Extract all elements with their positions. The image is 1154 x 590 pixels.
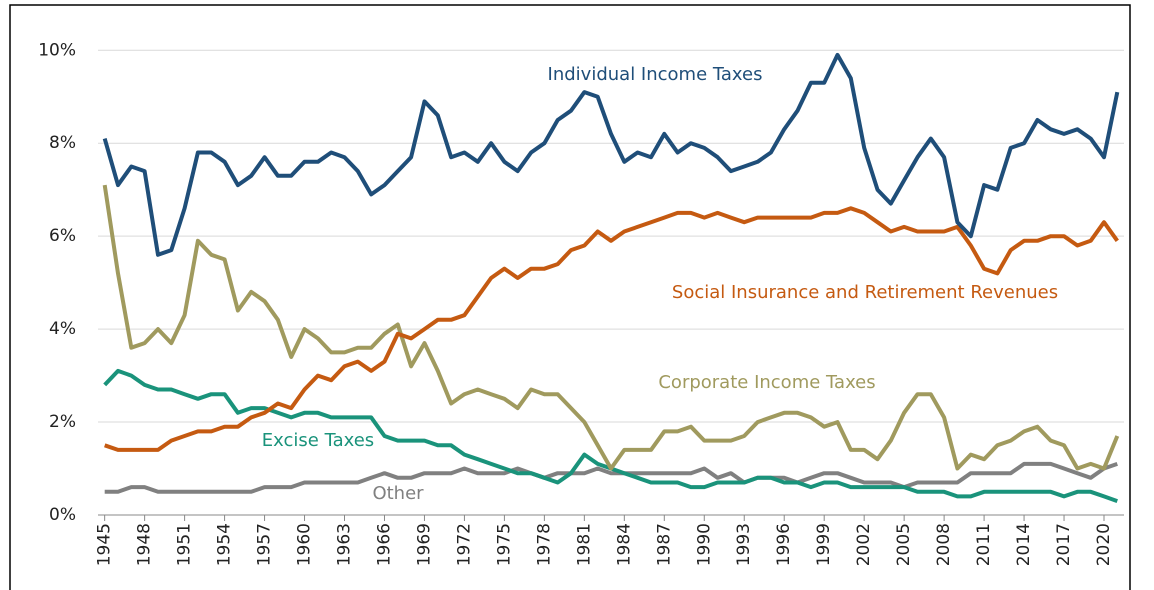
x-tick-label: 1978 bbox=[534, 523, 554, 566]
series-line bbox=[103, 368, 1118, 503]
x-tick-label: 1975 bbox=[494, 523, 514, 566]
series-label: Corporate Income Taxes bbox=[658, 372, 875, 393]
x-tick-label: 1993 bbox=[734, 523, 754, 566]
x-tick-label: 1990 bbox=[694, 523, 714, 566]
x-tick-label: 1969 bbox=[414, 523, 434, 566]
series-label: Social Insurance and Retirement Revenues bbox=[672, 282, 1058, 303]
x-tick-label: 1954 bbox=[215, 523, 235, 566]
x-tick-label: 2002 bbox=[854, 523, 874, 566]
series-line bbox=[104, 206, 1119, 452]
x-tick-label: 1951 bbox=[175, 523, 195, 566]
y-tick-label: 0% bbox=[49, 505, 76, 525]
y-tick-label: 10% bbox=[38, 40, 76, 60]
x-tick-label: 1996 bbox=[774, 523, 794, 566]
y-tick-label: 4% bbox=[49, 319, 76, 339]
series-line bbox=[104, 461, 1118, 494]
x-tick-label: 1972 bbox=[454, 523, 474, 566]
x-tick-label: 2020 bbox=[1094, 523, 1114, 566]
x-tick-label: 1984 bbox=[614, 523, 634, 566]
x-tick-label: 1999 bbox=[814, 523, 834, 566]
series-label: Individual Income Taxes bbox=[548, 64, 763, 85]
series-line bbox=[102, 52, 1120, 257]
x-tick-label: 2017 bbox=[1054, 523, 1074, 566]
series-line bbox=[102, 184, 1120, 471]
y-tick-label: 6% bbox=[49, 226, 76, 246]
x-tick-label: 1945 bbox=[95, 523, 115, 566]
x-tick-label: 2005 bbox=[894, 523, 914, 566]
x-tick-label: 1948 bbox=[135, 523, 155, 566]
x-tick-label: 1966 bbox=[374, 523, 394, 566]
x-tick-label: 1981 bbox=[574, 523, 594, 566]
x-tick-label: 2014 bbox=[1014, 523, 1034, 566]
x-tick-label: 1960 bbox=[295, 523, 315, 566]
x-tick-label: 1987 bbox=[654, 523, 674, 566]
y-tick-label: 8% bbox=[49, 133, 76, 153]
series-label: Excise Taxes bbox=[262, 430, 374, 451]
y-tick-label: 2% bbox=[49, 412, 76, 432]
x-tick-label: 1957 bbox=[255, 523, 275, 566]
x-tick-label: 2008 bbox=[934, 523, 954, 566]
x-tick-label: 1963 bbox=[335, 523, 355, 566]
x-tick-label: 2011 bbox=[974, 523, 994, 566]
frame bbox=[9, 4, 1131, 590]
series-label: Other bbox=[372, 483, 424, 504]
